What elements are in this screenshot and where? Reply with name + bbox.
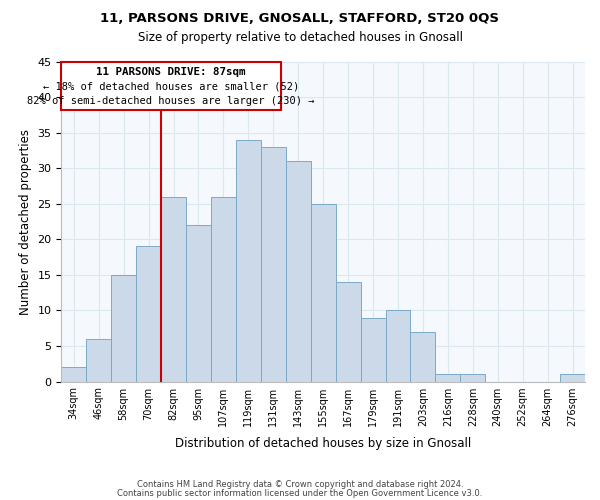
Bar <box>136 246 161 382</box>
Bar <box>286 161 311 382</box>
X-axis label: Distribution of detached houses by size in Gnosall: Distribution of detached houses by size … <box>175 437 471 450</box>
Bar <box>410 332 436 382</box>
Bar <box>386 310 410 382</box>
Text: 11, PARSONS DRIVE, GNOSALL, STAFFORD, ST20 0QS: 11, PARSONS DRIVE, GNOSALL, STAFFORD, ST… <box>101 12 499 26</box>
Text: 82% of semi-detached houses are larger (230) →: 82% of semi-detached houses are larger (… <box>27 96 315 106</box>
Bar <box>211 196 236 382</box>
Bar <box>61 368 86 382</box>
Bar <box>436 374 460 382</box>
Bar <box>335 282 361 382</box>
Text: Contains HM Land Registry data © Crown copyright and database right 2024.: Contains HM Land Registry data © Crown c… <box>137 480 463 489</box>
Text: Contains public sector information licensed under the Open Government Licence v3: Contains public sector information licen… <box>118 488 482 498</box>
Bar <box>86 339 111 382</box>
Bar <box>161 196 186 382</box>
Text: ← 18% of detached houses are smaller (52): ← 18% of detached houses are smaller (52… <box>43 82 299 92</box>
FancyBboxPatch shape <box>61 62 281 110</box>
Bar <box>261 147 286 382</box>
Bar <box>560 374 585 382</box>
Text: Size of property relative to detached houses in Gnosall: Size of property relative to detached ho… <box>137 31 463 44</box>
Bar <box>236 140 261 382</box>
Bar <box>111 275 136 382</box>
Bar <box>311 204 335 382</box>
Text: 11 PARSONS DRIVE: 87sqm: 11 PARSONS DRIVE: 87sqm <box>96 67 246 77</box>
Bar <box>460 374 485 382</box>
Y-axis label: Number of detached properties: Number of detached properties <box>19 128 32 314</box>
Bar <box>361 318 386 382</box>
Bar <box>186 225 211 382</box>
